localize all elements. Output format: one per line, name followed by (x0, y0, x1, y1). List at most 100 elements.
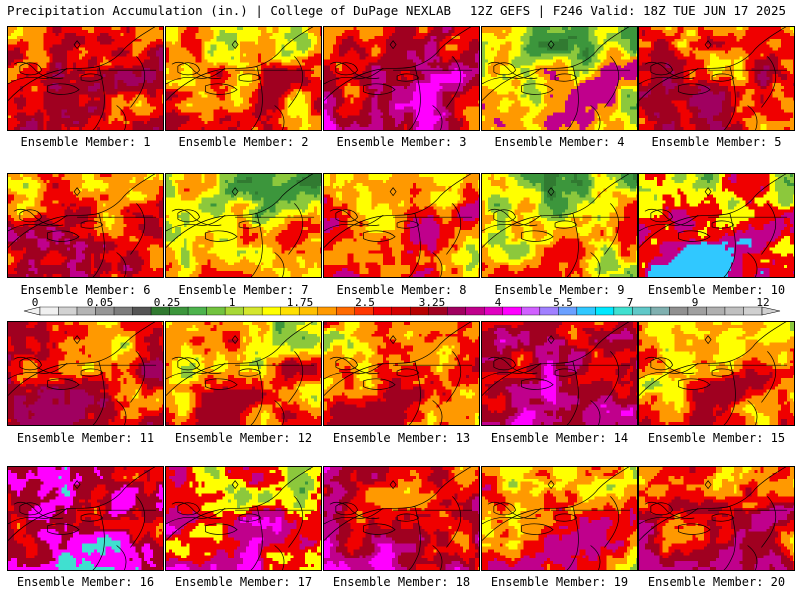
lake-outline (711, 368, 735, 377)
state-border-line (482, 48, 599, 101)
colorbar-swatch (373, 306, 392, 316)
ensemble-map-panel (165, 321, 322, 426)
ensemble-member-label: Ensemble Member: 2 (165, 135, 322, 149)
ensemble-map-panel (165, 26, 322, 131)
state-border-line (639, 67, 699, 85)
lake-outline (335, 62, 358, 76)
ensemble-member-label: Ensemble Member: 9 (481, 283, 638, 297)
ensemble-map-panel (7, 466, 164, 571)
lake-outline (47, 230, 80, 242)
colorbar-tick-label: 9 (692, 296, 699, 309)
state-border-line (590, 400, 601, 425)
state-border-line (282, 467, 314, 489)
state-border-line (604, 496, 620, 548)
station-marker-icon (73, 40, 81, 50)
colorbar-swatch (58, 306, 78, 316)
colorbar-tick-label: 0.05 (87, 296, 114, 309)
state-border-line (171, 501, 222, 519)
state-border-line (288, 351, 304, 403)
ensemble-map-panel (323, 26, 480, 131)
lake-outline (205, 230, 238, 242)
lake-outline (238, 220, 262, 229)
ensemble-map-panel (481, 321, 638, 426)
ensemble-map-panel (638, 173, 795, 278)
colorbar-swatch (132, 306, 152, 316)
colorbar-swatch (521, 306, 541, 316)
state-border-line (274, 400, 285, 425)
state-border-line (590, 105, 601, 130)
state-border-line (482, 214, 542, 232)
precip-field (639, 322, 794, 425)
lake-outline (47, 523, 80, 535)
state-border-line (324, 362, 384, 380)
state-border-line (124, 467, 156, 489)
lake-outline (205, 378, 238, 390)
state-border-line (171, 208, 222, 226)
ensemble-member-label: Ensemble Member: 14 (481, 431, 638, 445)
state-border-line (644, 356, 695, 374)
state-border-line (166, 48, 283, 101)
state-border-line (124, 174, 156, 196)
ensemble-member-label: Ensemble Member: 12 (165, 431, 322, 445)
ensemble-map-panel (481, 26, 638, 131)
lake-outline (80, 73, 104, 82)
state-border-line (446, 351, 462, 403)
precip-field (166, 27, 321, 130)
precip-colorbar (23, 306, 781, 316)
state-border-line (482, 343, 599, 396)
ensemble-map-panel (7, 173, 164, 278)
state-border-line (604, 351, 620, 403)
state-border-line (432, 252, 443, 277)
state-border-line (747, 545, 758, 570)
ensemble-member-label: Ensemble Member: 18 (323, 575, 480, 589)
state-border-line (13, 61, 64, 79)
state-border-line (288, 496, 304, 548)
state-border-line (639, 48, 756, 101)
colorbar-tick-label: 7 (627, 296, 634, 309)
state-border-line (92, 213, 105, 277)
state-border-line (723, 361, 736, 425)
state-border-line (482, 67, 542, 85)
colorbar-swatch (650, 306, 670, 316)
state-border-line (440, 322, 472, 344)
state-border-line (598, 174, 630, 196)
ensemble-member-label: Ensemble Member: 17 (165, 575, 322, 589)
state-border-line (116, 252, 127, 277)
state-border-line (487, 501, 538, 519)
ensemble-member-label: Ensemble Member: 19 (481, 575, 638, 589)
ensemble-member-label: Ensemble Member: 1 (7, 135, 164, 149)
station-marker-icon (389, 40, 397, 50)
ensemble-map-panel (638, 466, 795, 571)
colorbar-swatch (336, 306, 355, 316)
lake-outline (554, 220, 578, 229)
state-border-line (639, 214, 699, 232)
lake-outline (19, 357, 42, 371)
station-marker-icon (389, 335, 397, 345)
state-border-line (130, 351, 146, 403)
lake-outline (396, 513, 420, 522)
state-border-line (166, 214, 226, 232)
lake-outline (363, 83, 396, 95)
state-border-line (566, 66, 579, 130)
colorbar-swatch (391, 306, 411, 316)
lake-outline (493, 209, 516, 223)
lake-outline (554, 73, 578, 82)
station-marker-icon (231, 335, 239, 345)
state-border-line (171, 61, 222, 79)
lake-outline (678, 83, 711, 95)
precip-field (639, 27, 794, 130)
ensemble-member-label: Ensemble Member: 15 (638, 431, 795, 445)
lake-outline (493, 62, 516, 76)
lake-outline (493, 502, 516, 516)
state-border-line (408, 361, 421, 425)
colorbar-tick-label: 2.5 (355, 296, 375, 309)
station-marker-icon (389, 187, 397, 197)
station-marker-icon (231, 40, 239, 50)
station-marker-icon (704, 40, 712, 50)
ensemble-map-panel (323, 321, 480, 426)
colorbar-swatch (447, 306, 466, 316)
state-border-line (282, 322, 314, 344)
lake-outline (19, 62, 42, 76)
colorbar-tick-label: 1.75 (287, 296, 314, 309)
state-border-line (324, 195, 441, 248)
